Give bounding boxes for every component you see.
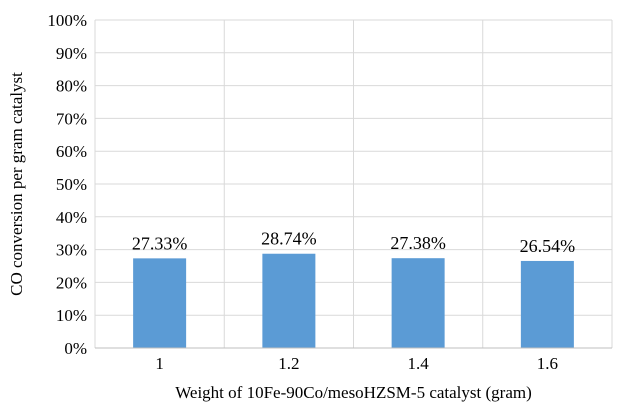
y-tick-label: 60%: [56, 142, 87, 161]
bar: [133, 258, 187, 348]
x-tick-label: 1.4: [408, 354, 430, 373]
y-tick-label: 80%: [56, 77, 87, 96]
bar: [262, 253, 316, 348]
bar: [520, 260, 574, 348]
bar: [391, 258, 445, 348]
y-axis-ticks: 0% 10% 20% 30% 40% 50% 60% 70% 80% 90% 100%: [47, 11, 87, 358]
data-labels: 27.33% 28.74% 27.38% 26.54%: [132, 229, 575, 256]
y-tick-label: 0%: [64, 339, 87, 358]
data-label: 27.33%: [132, 233, 188, 253]
y-tick-label: 10%: [56, 306, 87, 325]
y-axis-title: CO conversion per gram catalyst: [7, 72, 26, 296]
bars: [133, 253, 574, 348]
y-tick-label: 90%: [56, 44, 87, 63]
x-tick-label: 1.2: [278, 354, 299, 373]
y-tick-label: 70%: [56, 109, 87, 128]
y-tick-label: 100%: [47, 11, 87, 30]
x-axis-ticks: 1 1.2 1.4 1.6: [155, 354, 558, 373]
y-tick-label: 20%: [56, 273, 87, 292]
x-tick-label: 1.6: [537, 354, 558, 373]
data-label: 28.74%: [261, 229, 317, 249]
x-tick-label: 1: [155, 354, 164, 373]
data-label: 26.54%: [520, 236, 576, 256]
y-tick-label: 50%: [56, 175, 87, 194]
y-tick-label: 30%: [56, 241, 87, 260]
y-tick-label: 40%: [56, 208, 87, 227]
x-axis-title: Weight of 10Fe-90Co/mesoHZSM-5 catalyst …: [175, 383, 532, 402]
data-label: 27.38%: [390, 233, 446, 253]
grid: [94, 19, 613, 348]
